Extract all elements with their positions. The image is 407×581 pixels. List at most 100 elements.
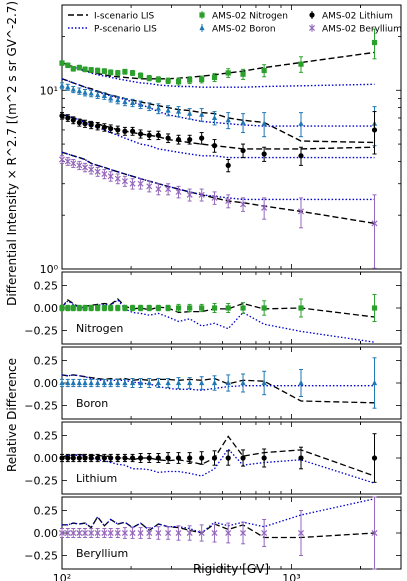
Be-data-point bbox=[101, 170, 108, 178]
N-data-point bbox=[137, 72, 144, 79]
N-residual-point bbox=[240, 305, 246, 311]
N-data-point bbox=[95, 67, 101, 74]
residual-label-nitrogen: Nitrogen bbox=[76, 322, 123, 335]
y-tick-label: 0.00 bbox=[34, 377, 59, 390]
N-data-point bbox=[76, 64, 82, 71]
y-tick-label: 0.00 bbox=[34, 452, 59, 465]
Be-data-point bbox=[82, 164, 89, 171]
B-residual-point bbox=[199, 379, 205, 386]
B-data-point bbox=[146, 103, 152, 109]
Li-data-point bbox=[175, 136, 182, 143]
Li-data-point bbox=[82, 121, 88, 127]
B-residual-point bbox=[261, 379, 267, 386]
Li-data-point bbox=[137, 131, 144, 137]
Be-data-point bbox=[146, 183, 153, 190]
Li-residual-point bbox=[101, 455, 107, 461]
y-tick-label: 0.00 bbox=[34, 527, 59, 540]
Be-data-point bbox=[165, 186, 172, 193]
B-data-point bbox=[82, 89, 88, 95]
Be-residual-point bbox=[146, 529, 153, 537]
Li-data-point bbox=[146, 132, 152, 138]
Be-residual-point bbox=[82, 529, 89, 537]
Li-residual-point bbox=[298, 455, 304, 461]
Li-residual-point bbox=[82, 455, 88, 461]
Be-dotted-residual-line bbox=[62, 498, 375, 534]
Li-data-point bbox=[187, 136, 193, 143]
Li-residual-point bbox=[88, 455, 94, 461]
y-tick-label: 0.25 bbox=[34, 355, 59, 368]
Be-residual-point bbox=[70, 529, 77, 537]
Li-data-point bbox=[261, 151, 267, 157]
B-data-point bbox=[187, 110, 193, 116]
Be-data-point bbox=[107, 173, 114, 180]
legend-marker-swatch bbox=[199, 12, 205, 18]
B-residual-point bbox=[108, 379, 114, 386]
y-tick-label: −0.25 bbox=[24, 400, 58, 413]
B-data-point bbox=[108, 95, 114, 101]
Li-data-point bbox=[95, 123, 101, 129]
residual-panel-boron: 0.25 0.00 −0.25 Boron bbox=[24, 346, 402, 420]
Li-data-point bbox=[101, 124, 107, 130]
B-data-point bbox=[59, 82, 65, 88]
Be-residual-point bbox=[240, 529, 247, 537]
Li-data-point bbox=[108, 126, 114, 132]
legend-label: P-scenario LIS bbox=[94, 25, 157, 35]
Li-dotted-model-line bbox=[61, 114, 375, 159]
Be-data-point bbox=[58, 156, 66, 163]
y-tick-label: 10⁰ bbox=[40, 263, 59, 276]
N-data-point bbox=[199, 76, 205, 83]
Be-data-point bbox=[261, 204, 268, 211]
Li-dotted-residual-line bbox=[61, 447, 375, 484]
Be-residual-point bbox=[94, 529, 101, 537]
B-data-point bbox=[165, 107, 171, 113]
N-data-point bbox=[298, 61, 304, 67]
Be-data-point bbox=[155, 186, 162, 193]
Be-data-point bbox=[114, 175, 121, 182]
N-residual-point bbox=[101, 305, 107, 311]
Be-data-point bbox=[225, 198, 232, 205]
Li-data-point bbox=[225, 162, 231, 168]
main-y-axis-label: Differential Intensity × R^2.7 [(m^2 s s… bbox=[5, 0, 19, 306]
Li-data-point bbox=[240, 147, 246, 154]
B-residual-point bbox=[187, 379, 193, 386]
N-data-point bbox=[211, 74, 218, 81]
Be-residual-point bbox=[137, 529, 144, 537]
N-data-point bbox=[187, 77, 193, 83]
Be-residual-point bbox=[261, 529, 268, 537]
N-residual-point bbox=[175, 305, 182, 311]
N-residual-point bbox=[187, 305, 193, 311]
residual-label-boron: Boron bbox=[76, 397, 108, 410]
N-residual-point bbox=[115, 305, 121, 311]
Li-residual-point bbox=[211, 455, 218, 461]
Li-data-point bbox=[65, 115, 71, 121]
x-axis-label: Rigidity [GV] bbox=[193, 562, 269, 576]
B-residual-point bbox=[82, 379, 88, 386]
B-residual-point bbox=[122, 379, 128, 386]
residual-panel-lithium: 0.25 0.00 −0.25 Lithium bbox=[24, 421, 402, 495]
B-dotted-residual-line bbox=[61, 374, 375, 391]
Li-data-point bbox=[371, 127, 378, 133]
Li-data-point bbox=[76, 119, 82, 126]
Be-residual-point bbox=[101, 529, 108, 537]
Li-residual-point bbox=[65, 455, 71, 461]
B-data-point bbox=[298, 120, 304, 126]
B-data-point bbox=[261, 120, 267, 126]
y-tick-label: 0.25 bbox=[34, 430, 59, 443]
N-residual-point bbox=[371, 305, 378, 311]
B-data-point bbox=[95, 91, 101, 98]
N-data-point bbox=[88, 67, 94, 73]
B-residual-point bbox=[175, 379, 182, 386]
Be-dashed-residual-line bbox=[62, 515, 375, 539]
N-data-point bbox=[175, 78, 182, 85]
B-data-point bbox=[175, 108, 182, 114]
N-residual-point bbox=[137, 305, 144, 311]
Li-data-point bbox=[88, 122, 94, 128]
legend-marker-swatch bbox=[308, 24, 316, 32]
legend-marker-swatch bbox=[199, 24, 205, 31]
N-residual-point bbox=[199, 305, 205, 311]
Li-data-point bbox=[115, 127, 121, 133]
Be-residual-point bbox=[186, 529, 193, 537]
legend: I-scenario LIS P-scenario LIS AMS-02 Nitro… bbox=[68, 11, 402, 35]
y-tick-label: −0.25 bbox=[24, 325, 58, 338]
Be-residual-point bbox=[225, 529, 232, 537]
